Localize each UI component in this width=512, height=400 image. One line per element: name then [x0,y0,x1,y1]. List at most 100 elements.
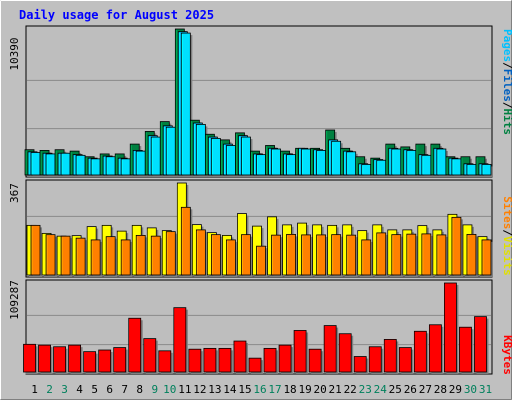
legend-hits: Hits [501,109,512,136]
bar-sites-day-24 [376,232,388,277]
day-label-29: 29 [449,383,462,396]
day-label-7: 7 [121,383,128,396]
bar-kbytes-day-10 [158,350,173,374]
day-label-2: 2 [46,383,53,396]
legend-sep-3: / [501,229,512,236]
bar-sites-day-14 [226,239,238,277]
bar-kbytes-day-4 [68,344,83,374]
day-labels: 1 2 3 4 5 6 7 8 9 10 11 12 13 14 15 16 17 18 19 20 21 22 23 24 2… [31,383,492,396]
bar-sites-day-23 [361,239,373,277]
day-label-10: 10 [163,383,176,396]
day-label-11: 11 [178,383,191,396]
bar-sites-day-6 [105,236,118,277]
day-label-1: 1 [31,383,38,396]
day-label-20: 20 [314,383,327,396]
bar-kbytes-day-11 [173,307,188,374]
bar-sites-day-11 [180,206,193,277]
bar-sites-day-10 [165,231,178,277]
bar-kbytes-day-29 [444,282,459,374]
day-label-13: 13 [208,383,221,396]
bar-sites-day-19 [301,234,313,277]
legend-visits: Visits [501,236,512,276]
axis-label-kbytes: KBytes [501,335,512,375]
bar-kbytes-day-25 [383,339,399,374]
day-label-6: 6 [106,383,113,396]
bar-kbytes-day-3 [53,346,68,374]
day-label-25: 25 [389,383,402,396]
day-label-22: 22 [344,383,357,396]
legend-sep-1: / [501,62,512,69]
bar-kbytes-day-9 [143,338,158,374]
day-label-5: 5 [91,383,98,396]
bar-sites-day-5 [90,239,103,277]
day-label-26: 26 [404,383,417,396]
bar-kbytes-day-18 [278,344,294,374]
bar-kbytes-day-24 [368,346,384,374]
bar-sites-day-31 [481,239,493,277]
bar-sites-day-27 [421,233,433,277]
bar-kbytes-day-8 [128,317,143,374]
bar-sites-day-4 [75,237,88,277]
bar-sites-day-16 [256,245,268,277]
bar-kbytes-day-6 [98,349,113,374]
panel-kbytes [23,279,493,375]
bar-sites-day-29 [451,216,463,277]
bar-sites-day-13 [211,234,223,277]
bar-kbytes-day-21 [323,325,339,374]
bar-sites-day-7 [120,239,133,277]
bar-kbytes-day-13 [203,347,218,374]
bar-sites-day-20 [316,234,328,277]
bar-sites-day-15 [241,234,253,277]
bar-kbytes-day-28 [428,324,444,374]
axis-label-pages-files-hits: Pages/Files/Hits [501,29,512,135]
legend-kbytes: KBytes [501,335,512,375]
bar-kbytes-day-16 [248,357,263,374]
bar-kbytes-day-26 [398,347,414,374]
bar-sites-day-18 [286,233,298,277]
day-label-31: 31 [479,383,492,396]
bar-kbytes-day-20 [308,348,324,374]
bar-sites-day-1 [30,224,43,277]
day-label-18: 18 [283,383,296,396]
bar-pages-day-11 [180,32,193,177]
bar-kbytes-day-17 [263,347,279,374]
bar-sites-day-8 [135,234,148,277]
bar-kbytes-day-2 [38,344,53,374]
day-label-27: 27 [419,383,432,396]
day-label-8: 8 [136,383,143,396]
legend-pages: Pages [501,29,512,62]
legend-sites: Sites [501,196,512,229]
axis-label-sites-visits: Sites/Visits [501,196,512,276]
bar-kbytes-day-27 [413,330,429,374]
bar-kbytes-day-14 [218,347,233,374]
day-label-17: 17 [268,383,281,396]
bar-kbytes-day-5 [83,351,98,374]
bar-kbytes-day-19 [293,330,309,374]
bar-sites-day-30 [466,233,478,277]
panel-hits-files-pages [24,25,493,178]
day-label-4: 4 [76,383,83,396]
bar-sites-day-2 [45,234,58,277]
day-label-12: 12 [193,383,206,396]
day-label-19: 19 [298,383,311,396]
bar-sites-day-26 [406,233,418,277]
y-max-label-visits: 367 [8,183,21,203]
day-label-14: 14 [223,383,237,396]
bar-sites-day-12 [195,229,208,277]
bar-kbytes-day-30 [459,326,474,374]
y-max-label-hits: 10390 [8,37,21,70]
bar-sites-day-17 [271,234,283,277]
y-max-label-kbytes: 109287 [8,280,21,320]
day-label-16: 16 [253,383,266,396]
bar-kbytes-day-1 [23,343,38,374]
chart-title: Daily usage for August 2025 [19,8,214,22]
bar-sites-day-21 [331,234,343,277]
day-label-15: 15 [238,383,251,396]
legend-files: Files [501,69,512,102]
bar-sites-day-28 [436,234,448,277]
bar-kbytes-day-7 [113,347,128,374]
day-label-28: 28 [434,383,447,396]
panel-visits-sites [25,179,493,278]
bar-kbytes-day-31 [474,316,489,374]
